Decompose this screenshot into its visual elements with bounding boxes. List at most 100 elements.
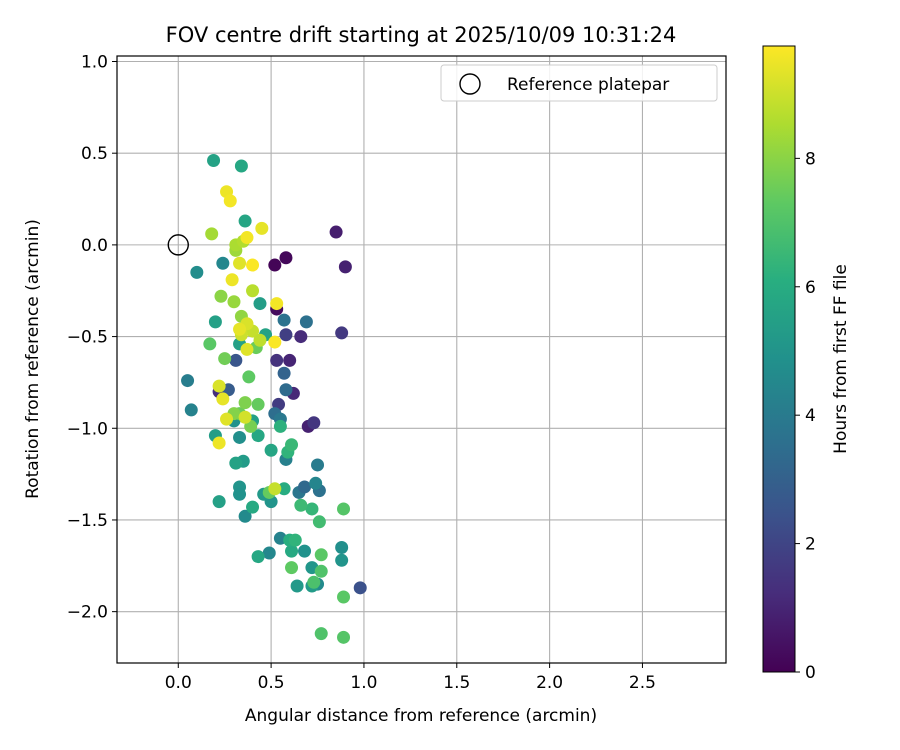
data-point — [234, 159, 248, 173]
x-tick-label: 1.0 — [350, 673, 377, 693]
data-point — [314, 627, 328, 641]
colorbar-ticks: 0 2 4 6 8 — [795, 149, 816, 683]
data-point — [214, 289, 228, 303]
data-point — [208, 315, 222, 329]
data-point — [251, 429, 265, 443]
chart-title: FOV centre drift starting at 2025/10/09 … — [166, 23, 677, 47]
colorbar-tick-label: 4 — [805, 406, 816, 426]
legend-reference-marker — [459, 73, 481, 95]
data-point — [288, 533, 302, 547]
data-point — [285, 438, 299, 452]
colorbar-tick-label: 2 — [805, 535, 816, 555]
y-tick-label: 0.5 — [81, 144, 108, 164]
data-point — [335, 326, 349, 340]
data-point — [337, 590, 351, 604]
data-point — [216, 256, 230, 270]
data-point — [212, 495, 226, 509]
data-point — [335, 553, 349, 567]
colorbar-tick-label: 0 — [805, 663, 816, 683]
data-point — [207, 154, 221, 168]
data-point — [238, 410, 252, 424]
colorbar-tick-label: 6 — [805, 278, 816, 298]
data-point — [216, 392, 230, 406]
y-tick-label: −1.0 — [67, 419, 108, 439]
y-tick-label: −2.0 — [67, 603, 108, 623]
x-axis-label: Angular distance from reference (arcmin) — [245, 706, 597, 726]
y-tick-label: 0.0 — [81, 236, 108, 256]
data-point — [285, 561, 299, 575]
grid — [117, 56, 726, 663]
legend-box — [440, 64, 718, 102]
data-point — [277, 313, 291, 327]
x-tick-label: 0.5 — [258, 673, 285, 693]
data-point — [255, 221, 269, 235]
y-tick-label: 1.0 — [81, 53, 108, 73]
data-point — [264, 443, 278, 457]
data-point — [329, 225, 343, 239]
data-point — [298, 480, 312, 494]
data-point — [212, 436, 226, 450]
data-point — [225, 273, 239, 287]
data-point — [184, 403, 198, 417]
data-point — [229, 353, 243, 367]
y-tick-label: −1.5 — [67, 511, 108, 531]
data-point — [190, 265, 204, 279]
data-point — [311, 458, 325, 472]
x-tick-label: 0.0 — [165, 673, 192, 693]
data-point — [246, 284, 260, 298]
colorbar-gradient — [762, 45, 796, 673]
data-points — [167, 154, 367, 644]
y-tick-label: −0.5 — [67, 328, 108, 348]
data-point — [307, 416, 321, 430]
data-point — [268, 258, 282, 272]
data-point — [268, 482, 282, 496]
data-point — [279, 251, 293, 265]
data-point — [273, 419, 287, 433]
x-tick-label: 2.5 — [629, 673, 656, 693]
data-point — [290, 579, 304, 593]
data-point — [181, 374, 195, 388]
data-point — [337, 630, 351, 644]
data-point — [338, 260, 352, 274]
reference-platepar-marker — [167, 234, 189, 256]
data-point — [283, 353, 297, 367]
data-point — [270, 297, 284, 311]
data-point — [335, 540, 349, 554]
data-point — [307, 575, 321, 589]
data-point — [205, 227, 219, 241]
data-point — [298, 544, 312, 558]
data-point — [299, 315, 313, 329]
data-point — [277, 366, 291, 380]
data-point — [229, 456, 243, 470]
data-point — [279, 383, 293, 397]
data-point — [220, 412, 234, 426]
data-point — [240, 342, 254, 356]
colorbar: 0 2 4 6 8 Hours from first FF file — [762, 45, 851, 683]
data-point — [285, 544, 299, 558]
data-point — [223, 194, 237, 208]
data-point — [246, 500, 260, 514]
data-point — [240, 231, 254, 245]
colorbar-label: Hours from first FF file — [831, 264, 851, 454]
data-point — [314, 564, 328, 578]
data-point — [233, 322, 247, 336]
data-point — [253, 333, 267, 347]
colorbar-tick-label: 8 — [805, 149, 816, 169]
data-point — [238, 396, 252, 410]
data-point — [294, 330, 308, 344]
data-point — [233, 256, 247, 270]
plot-frame — [116, 55, 727, 664]
data-point — [218, 352, 232, 366]
data-point — [212, 379, 226, 393]
x-tick-label: 2.0 — [536, 673, 563, 693]
data-point — [305, 502, 319, 516]
data-point — [312, 515, 326, 529]
data-point — [314, 548, 328, 562]
data-point — [238, 214, 252, 228]
x-axis: 0.0 0.5 1.0 1.5 2.0 2.5 — [165, 663, 656, 693]
data-point — [251, 397, 265, 411]
data-point — [279, 328, 293, 342]
data-point — [251, 550, 265, 564]
data-point — [233, 487, 247, 501]
